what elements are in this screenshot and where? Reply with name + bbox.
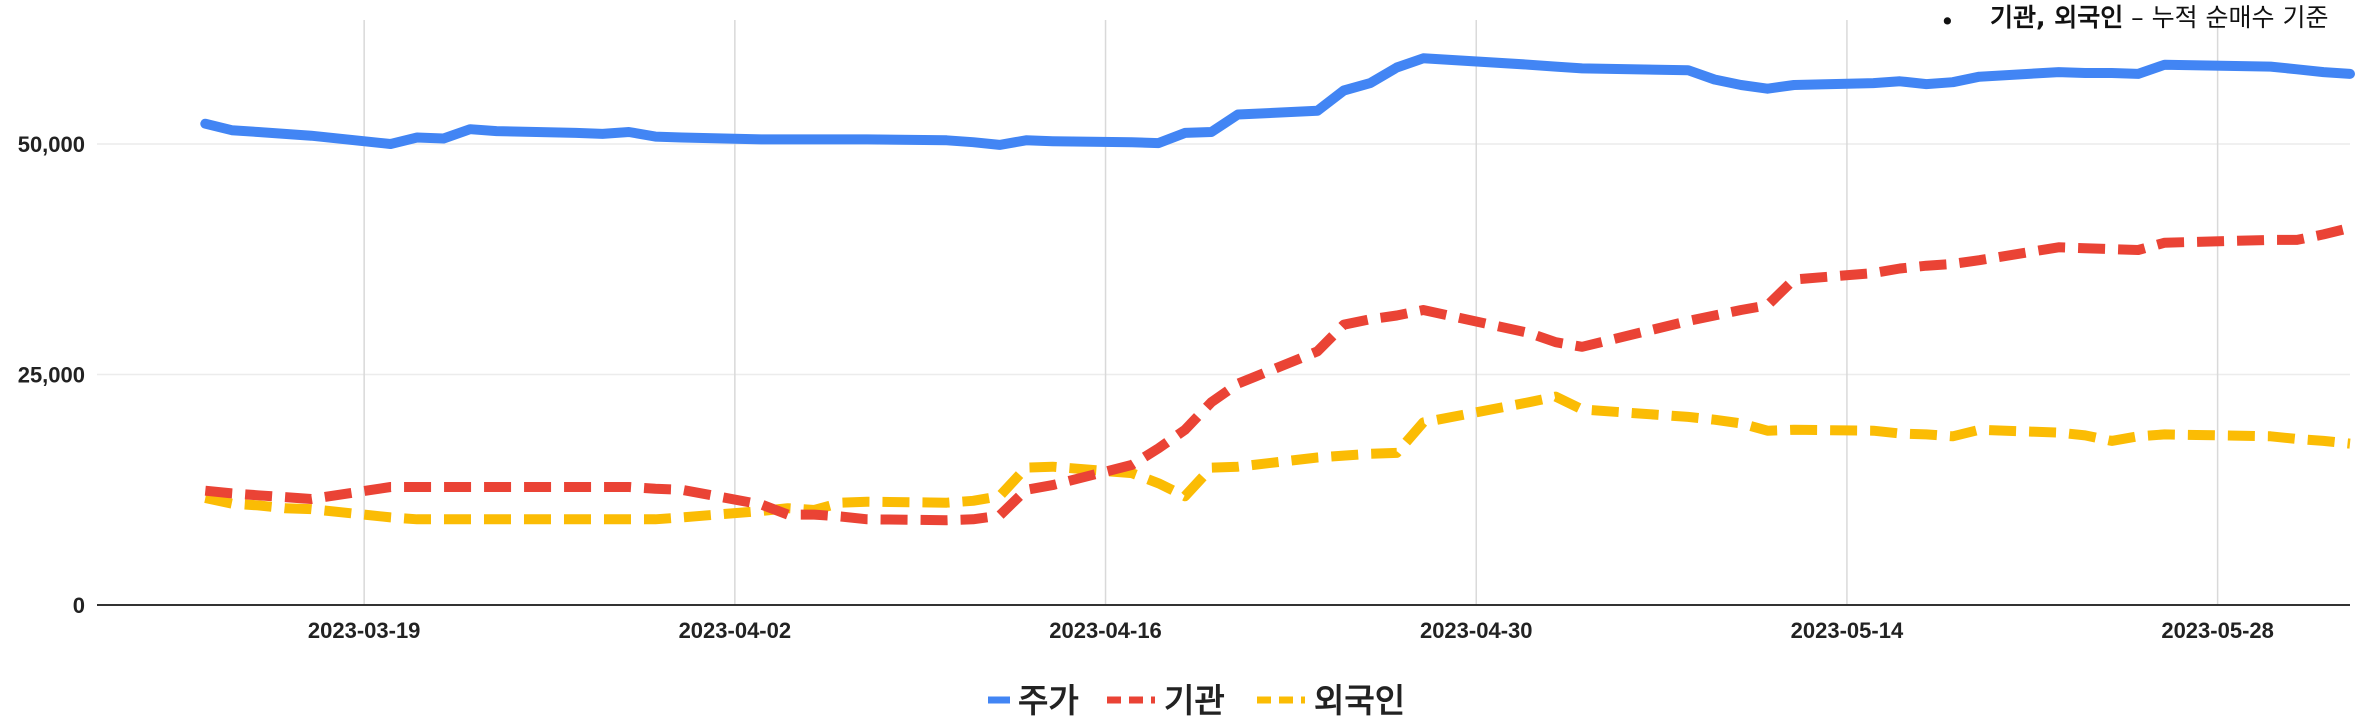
x-tick-label: 2023-05-28 (2161, 618, 2274, 643)
series-line-price (200, 53, 2355, 150)
note-bullet: • (1940, 7, 1955, 36)
y-axis-tick-labels: 0 25,000 50,000 (18, 132, 85, 618)
legend-label: 외국인 (1314, 681, 1405, 720)
top-note: • 기관, 외국인 – 누적 순매수 기준 (1940, 3, 2329, 36)
note-rest: – 누적 순매수 기준 (2123, 3, 2328, 32)
x-axis-tick-labels: 2023-03-19 2023-04-02 2023-04-16 2023-04-30… (308, 618, 2274, 643)
y-tick-label: 0 (73, 593, 85, 618)
note-strong: 기관, 외국인 (1990, 3, 2123, 32)
legend-label: 기관 (1164, 681, 1225, 720)
series-line-foreigner (204, 391, 2351, 525)
x-tick-label: 2023-04-16 (1049, 618, 1162, 643)
gridlines (97, 20, 2350, 605)
x-tick-label: 2023-03-19 (308, 618, 421, 643)
x-tick-label: 2023-04-30 (1420, 618, 1533, 643)
x-tick-label: 2023-05-14 (1791, 618, 1904, 643)
y-tick-label: 50,000 (18, 132, 85, 157)
series-lines (200, 53, 2355, 526)
legend-item: 주가 (988, 681, 1079, 720)
legend-item: 기관 (1107, 681, 1225, 720)
x-tick-label: 2023-04-02 (679, 618, 792, 643)
legend: 주가 기관 외국인 (988, 681, 1405, 720)
y-tick-label: 25,000 (18, 363, 85, 388)
legend-label: 주가 (1018, 681, 1079, 720)
note-text: 기관, 외국인 – 누적 순매수 기준 (1990, 3, 2329, 32)
legend-item: 외국인 (1257, 681, 1405, 720)
series-line-institution (204, 223, 2352, 526)
